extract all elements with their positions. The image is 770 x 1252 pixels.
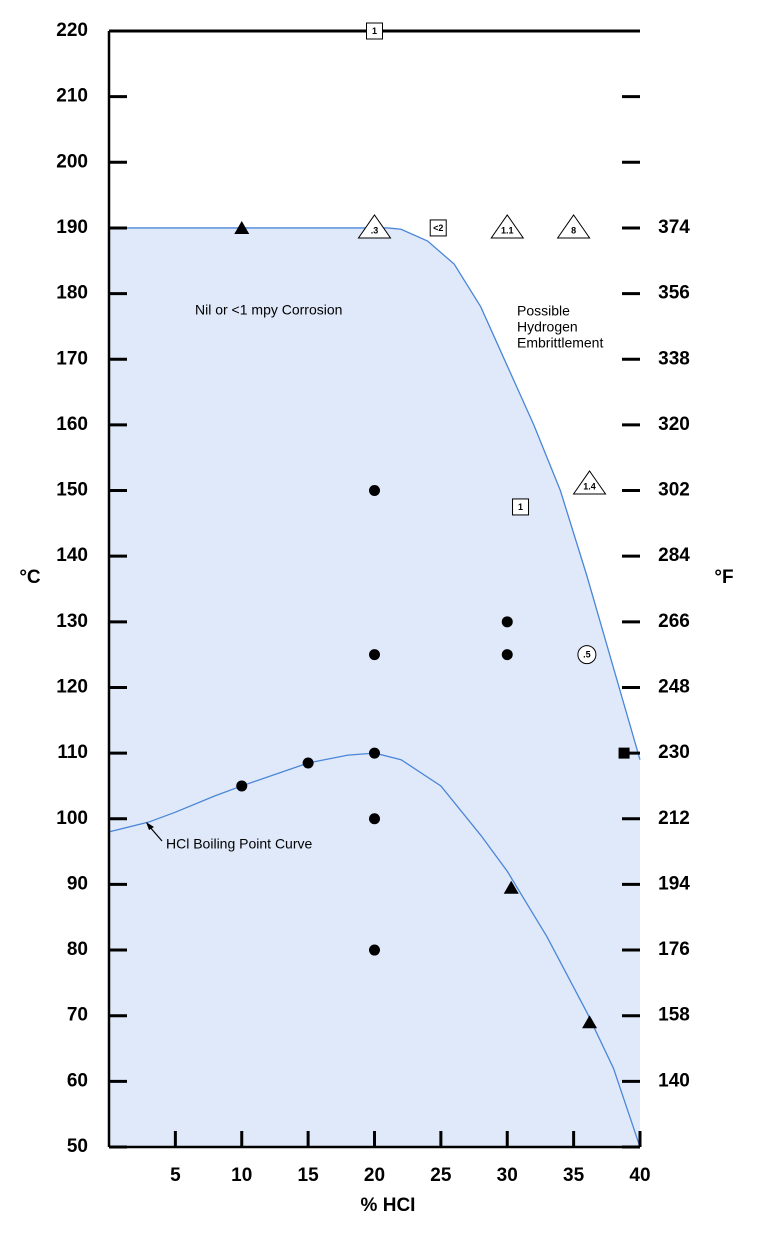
x-tick-label: 15 [298,1165,320,1186]
y2-tick-label: 338 [658,348,690,369]
y2-tick-label: 302 [658,480,690,501]
y-tick-label: 90 [67,873,88,894]
marker-triangle [582,1015,598,1029]
marker-square [512,498,530,516]
x-axis-label: % HCI [361,1195,416,1216]
marker-triangle [490,214,525,239]
annotation: Possible [517,303,570,319]
x-tick-label: 35 [563,1165,585,1186]
marker-circle [369,485,380,497]
y2-tick-label: 284 [658,545,690,566]
marker-label: .3 [371,225,379,235]
y2-tick-label: 212 [658,808,690,829]
y-tick-label: 110 [57,742,88,763]
marker-square [429,219,447,237]
marker-triangle [572,470,607,495]
y2-tick-label: 230 [658,742,690,763]
shaded-region [109,227,640,1148]
y-tick-label: 80 [67,939,88,960]
y-tick-label: 70 [67,1005,88,1026]
y-tick-label: 50 [67,1136,88,1157]
marker-label: 1 [518,502,523,512]
y-tick-label: 200 [56,151,88,172]
x-tick-label: 10 [231,1165,252,1186]
x-tick-label: 30 [497,1165,518,1186]
marker-circle [236,780,248,792]
y2-tick-label: 320 [658,414,690,435]
y-tick-label: 210 [56,86,88,107]
y2-tick-label: 356 [658,283,690,304]
annotation-arrowhead [146,822,154,830]
y2-tick-label: 194 [658,873,690,894]
y2-tick-label: 176 [658,939,690,960]
annotation: HCl Boiling Point Curve [166,836,312,852]
marker-circle [369,649,380,661]
marker-label: .5 [583,650,591,660]
curve [109,227,641,760]
x-tick-label: 25 [430,1165,452,1186]
marker-circle [369,747,380,759]
marker-triangle [556,214,591,239]
y-tick-label: 160 [56,414,88,435]
y-tick-label: 130 [56,611,88,632]
x-tick-label: 5 [170,1165,181,1186]
y2-tick-label: 158 [658,1005,690,1026]
marker-label: 1.1 [501,225,514,235]
annotation: Embrittlement [517,335,603,351]
marker-circle [501,649,513,661]
y-tick-label: 190 [56,217,88,238]
y-tick-label: 140 [56,545,88,566]
y2-tick-label: 140 [658,1070,690,1091]
x-tick-label: 40 [629,1165,650,1186]
y-tick-label: 120 [56,676,88,697]
y-tick-label: 150 [56,480,88,501]
y-tick-label: 170 [56,348,88,369]
marker-circle [369,813,380,825]
marker-square [366,22,383,40]
y2-axis-label: °F [714,567,733,588]
marker-triangle [234,220,250,234]
marker-circle [501,616,513,628]
y-tick-label: 60 [67,1070,88,1091]
y-tick-label: 220 [56,20,88,41]
marker-label: 1.4 [583,481,596,491]
marker-circle [302,757,314,769]
y-tick-label: 180 [56,283,88,304]
annotation: Hydrogen [517,319,578,335]
marker-label: 8 [571,225,576,235]
marker-circle [369,944,380,956]
marker-triangle [357,214,392,239]
y2-tick-label: 266 [658,611,690,632]
marker-circle [577,645,597,665]
y-axis-label: °C [19,567,41,588]
marker-square [618,747,630,759]
marker-triangle [503,880,519,894]
annotation: Nil or <1 mpy Corrosion [195,302,342,318]
marker-label: <2 [433,223,443,233]
curve [108,752,641,1148]
y-tick-label: 100 [56,808,88,829]
y2-tick-label: 374 [658,217,690,238]
y2-tick-label: 248 [658,676,690,697]
x-tick-label: 20 [364,1165,385,1186]
marker-label: 1 [372,26,377,36]
